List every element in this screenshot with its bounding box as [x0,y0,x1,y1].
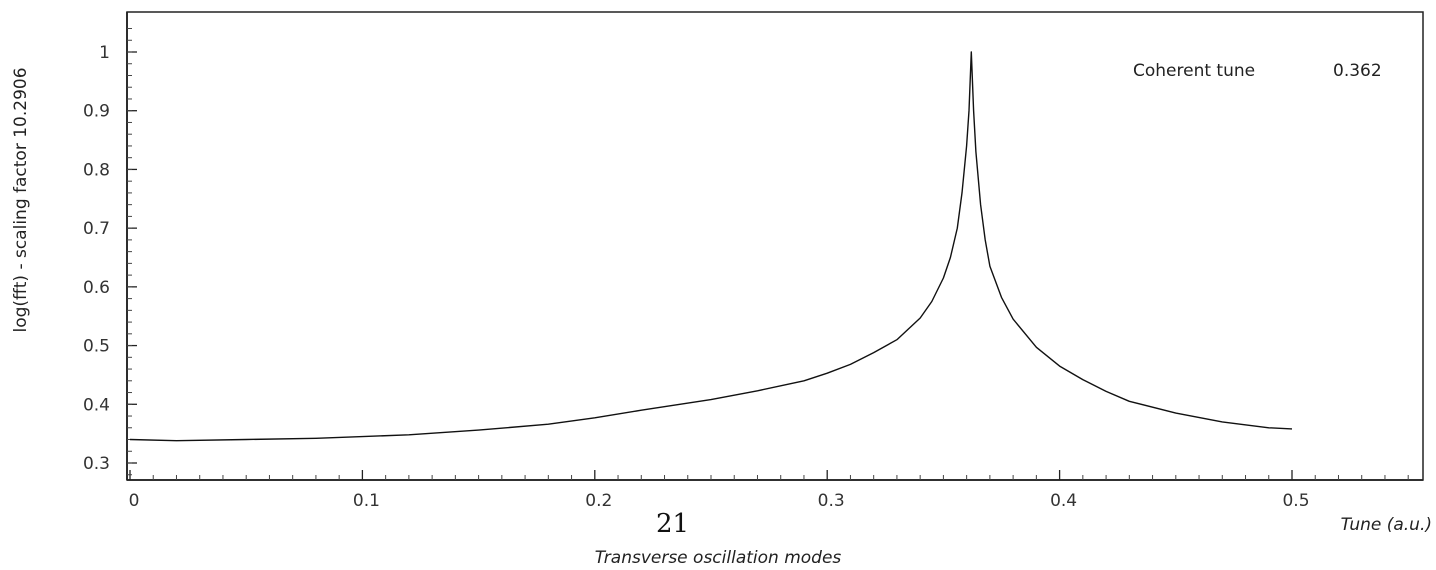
y-tick-label: 0.8 [83,160,110,180]
y-tick-label: 0.7 [83,219,110,239]
spectrum-line [129,51,1293,442]
y-tick-label: 0.4 [83,395,110,415]
x-tick-label: 0.1 [353,491,380,511]
figure-caption: Transverse oscillation modes [595,548,842,568]
tick-labels-group: 0 0.1 0.2 0.3 0.4 0.5 0.3 0.4 0.5 0.6 0.7 0.8 0.9 1 [83,43,1310,511]
series-group [129,51,1293,442]
page-number: 21 [656,509,689,539]
x-tick-label: 0.2 [585,491,612,511]
annotation-label: Coherent tune [1133,61,1255,81]
y-axis-label: log(fft) - scaling factor 10.2906 [11,67,31,332]
x-axis-label: Tune (a.u.) [1341,515,1432,535]
y-tick-label: 0.3 [83,454,110,474]
y-tick-label: 0.9 [83,102,110,122]
y-tick-label: 0.5 [83,337,110,357]
ticks-group [127,28,1409,480]
x-tick-label: 0.4 [1050,491,1077,511]
x-tick-label: 0 [129,491,140,511]
annotation-value: 0.362 [1333,61,1382,81]
y-tick-label: 0.6 [83,278,110,298]
x-tick-label: 0.3 [818,491,845,511]
y-tick-label: 1 [99,43,110,63]
plot-frame [126,11,1424,481]
x-tick-label: 0.5 [1282,491,1309,511]
